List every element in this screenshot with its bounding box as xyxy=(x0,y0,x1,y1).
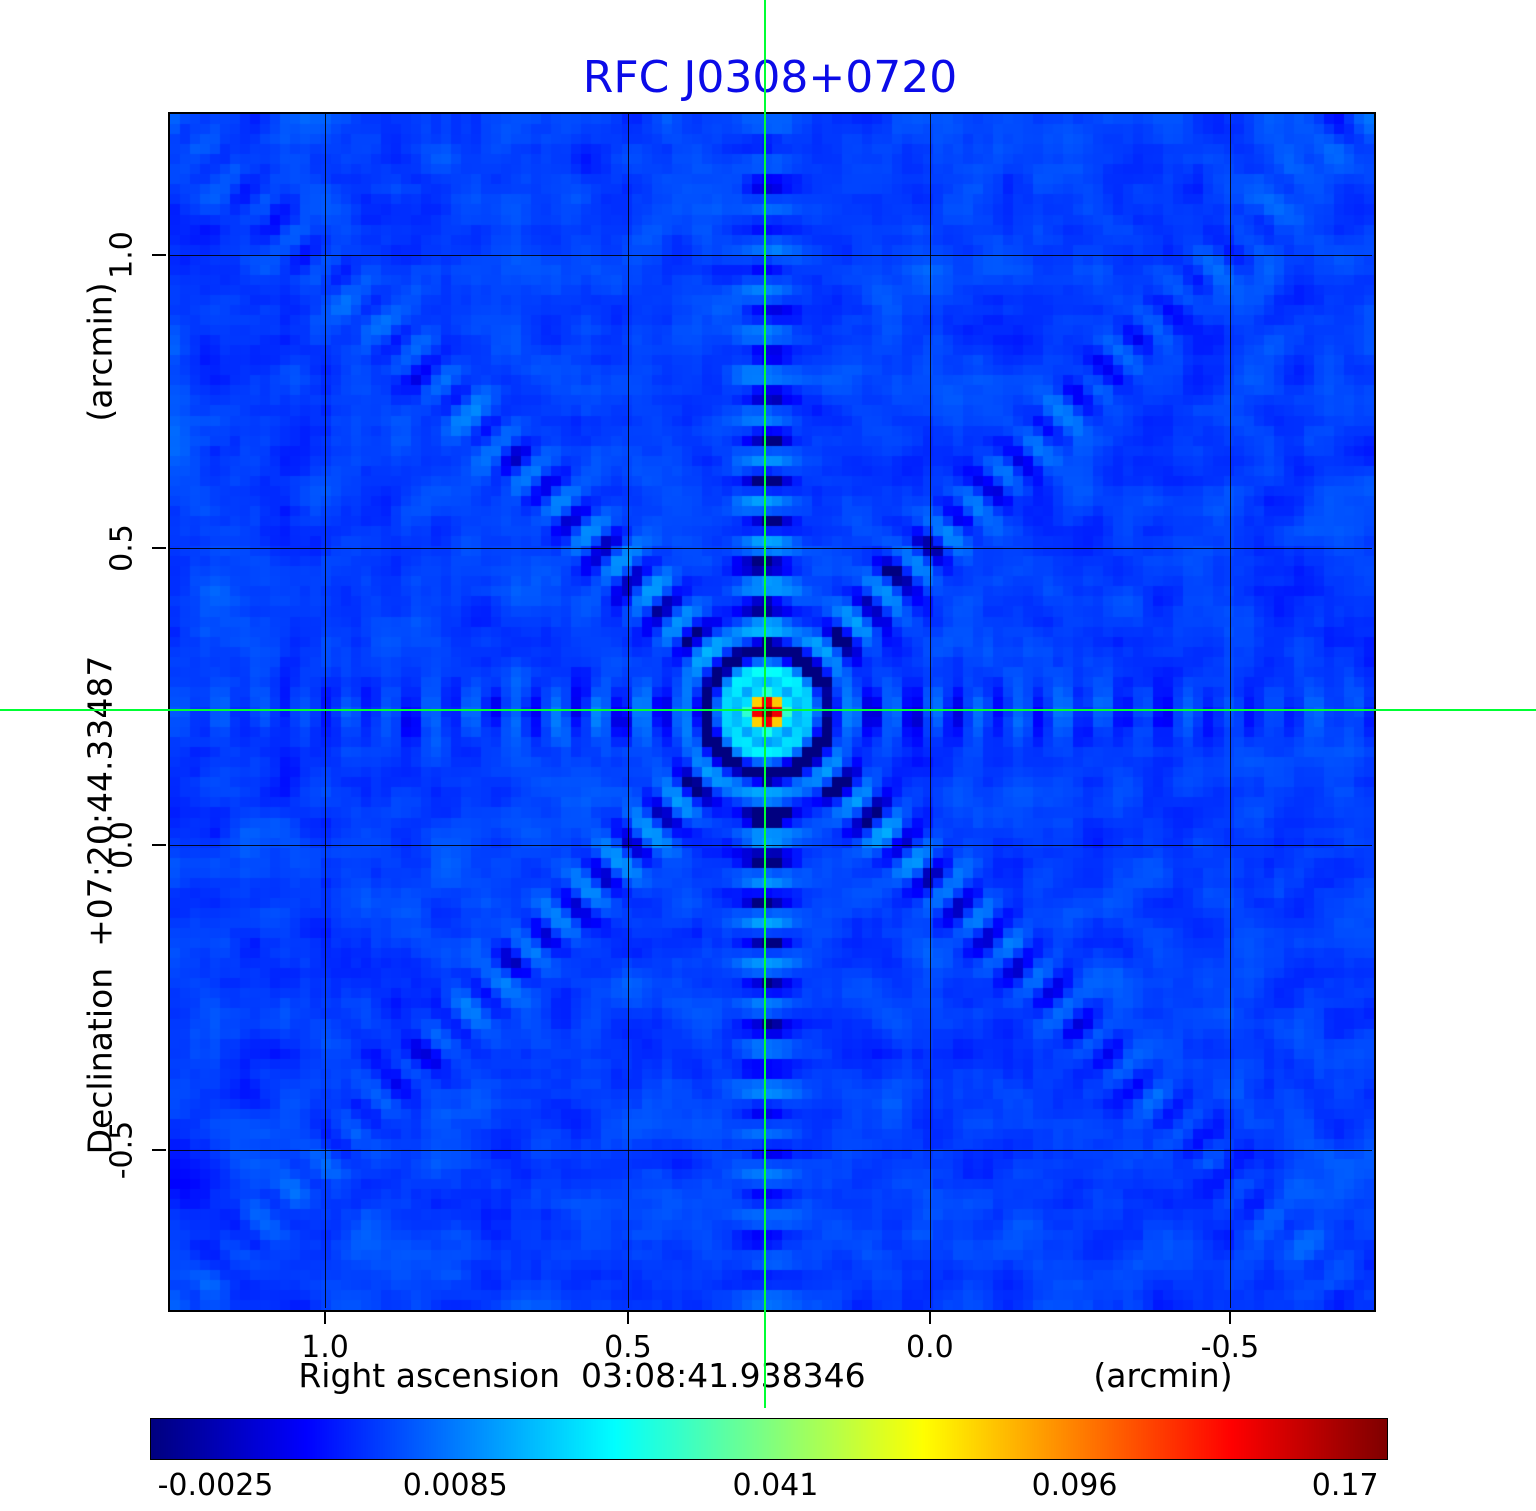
x-axis-unit-label: (arcmin) xyxy=(1093,1356,1233,1395)
y-tick-label: 0.5 xyxy=(104,524,140,572)
y-tick-label: -0.5 xyxy=(104,1120,140,1180)
y-axis-unit-label: (arcmin) xyxy=(80,282,120,422)
colorbar-tick-label: 0.096 xyxy=(1031,1468,1118,1503)
gridline-horizontal xyxy=(168,255,1372,257)
colorbar xyxy=(150,1418,1388,1460)
colorbar-tick-label: 0.17 xyxy=(1311,1468,1379,1503)
y-tick-mark xyxy=(152,547,166,550)
x-tick-mark xyxy=(324,1310,326,1324)
y-axis-label: Declination +07:20:44.33487 xyxy=(80,655,120,1155)
x-tick-mark xyxy=(928,1310,931,1324)
crosshair-vertical-line xyxy=(764,0,767,1408)
y-tick-mark xyxy=(152,844,166,847)
y-tick-label: 0.0 xyxy=(104,821,140,869)
x-tick-label: 0.0 xyxy=(906,1330,954,1365)
colorbar-tick-label: -0.0025 xyxy=(157,1468,274,1503)
gridline-horizontal xyxy=(168,1150,1372,1151)
x-tick-mark xyxy=(626,1310,629,1324)
y-tick-mark xyxy=(152,254,166,257)
x-axis-label: Right ascension 03:08:41.938346 xyxy=(298,1356,866,1395)
colorbar-tick-label: 0.041 xyxy=(732,1468,819,1503)
colorbar-tick-label: 0.0085 xyxy=(402,1468,508,1503)
radio-image-heatmap xyxy=(170,114,1374,1310)
y-tick-mark xyxy=(152,1149,166,1151)
plot-area xyxy=(168,112,1376,1312)
y-tick-label: 1.0 xyxy=(104,231,140,279)
x-tick-label: -0.5 xyxy=(1200,1330,1260,1365)
gridline-horizontal xyxy=(168,548,1372,550)
plot-title: RFC J0308+0720 xyxy=(582,52,958,103)
x-tick-label: 0.5 xyxy=(604,1330,652,1365)
x-tick-mark xyxy=(1228,1310,1231,1324)
x-tick-label: 1.0 xyxy=(301,1330,349,1365)
crosshair-horizontal-line xyxy=(0,709,1536,711)
gridline-horizontal xyxy=(168,845,1372,847)
